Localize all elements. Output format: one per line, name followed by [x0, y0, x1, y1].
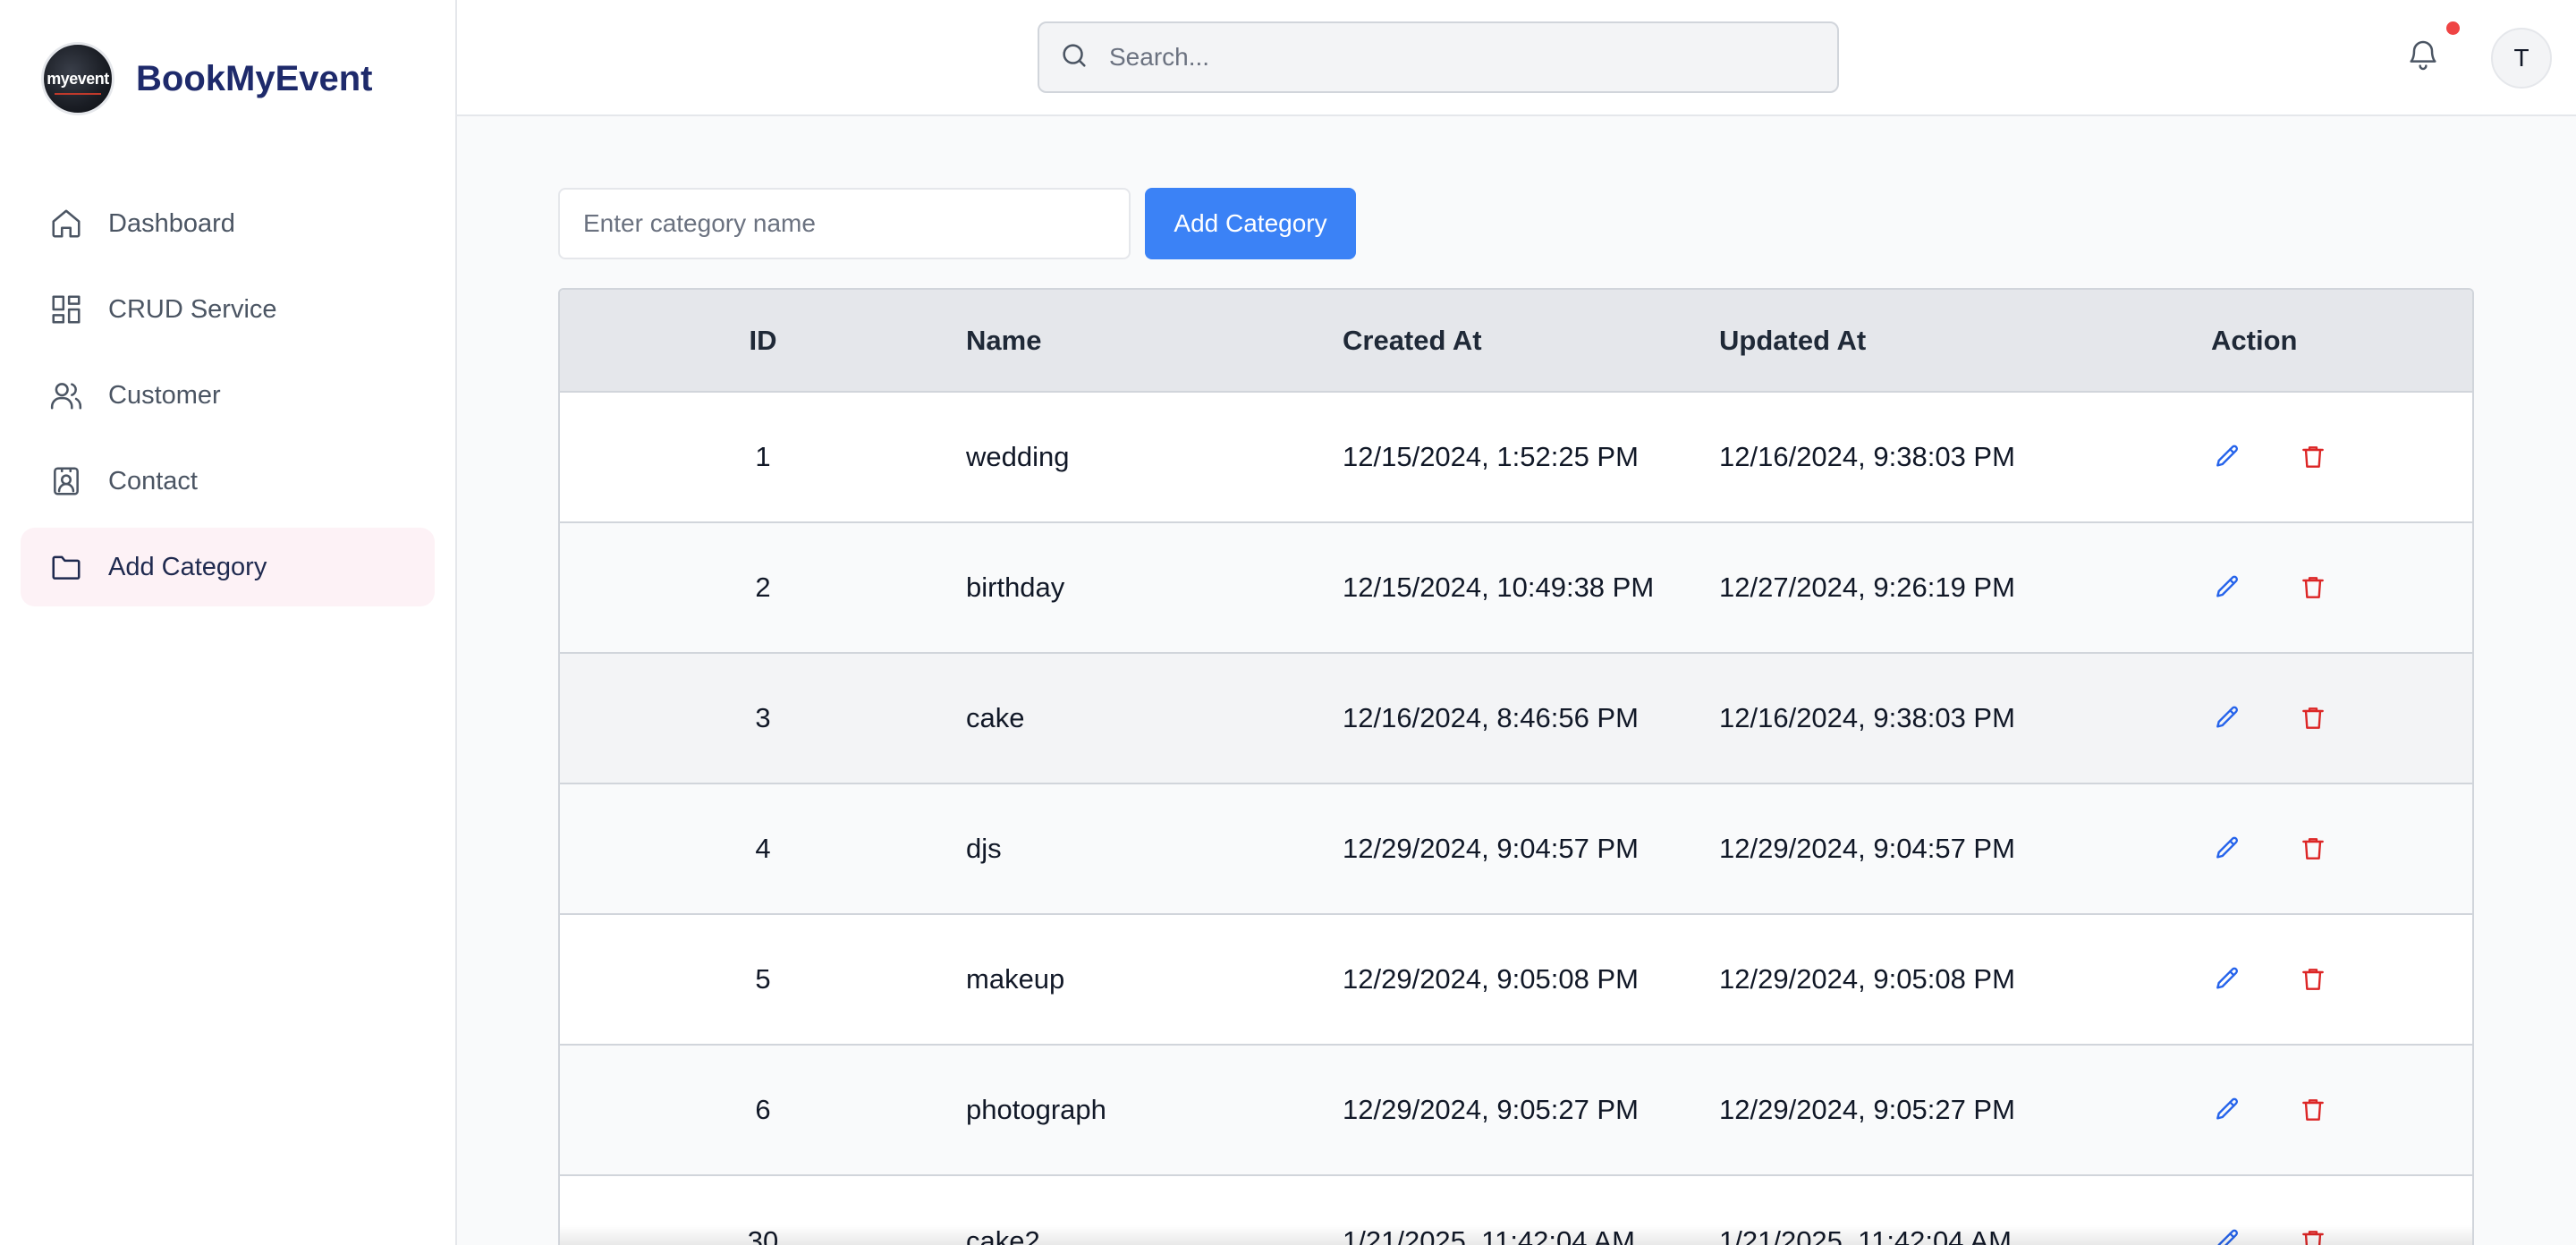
cell-id: 3: [755, 702, 771, 733]
cell-created-at: 12/15/2024, 1:52:25 PM: [1343, 441, 1639, 472]
cell-action: [2170, 653, 2472, 783]
cell-updated-at: 12/29/2024, 9:05:08 PM: [1719, 963, 2015, 995]
cell-created-at: 12/29/2024, 9:05:27 PM: [1343, 1094, 1639, 1125]
bell-icon[interactable]: [2405, 38, 2445, 77]
table-header-row: ID Name Created At Updated At Action: [560, 290, 2472, 392]
brand-logo: myevent: [41, 42, 114, 115]
table-row: 1 wedding 12/15/2024, 1:52:25 PM 12/16/2024…: [560, 392, 2472, 522]
cell-action: [2170, 522, 2472, 653]
sidebar-item-customer[interactable]: Customer: [21, 356, 435, 435]
sidebar-item-dashboard[interactable]: Dashboard: [21, 184, 435, 263]
sidebar: myevent BookMyEvent Dashboard CRUD Servi…: [0, 0, 457, 1245]
search-icon: [1059, 40, 1089, 75]
folder-icon: [49, 550, 83, 584]
search-box[interactable]: [1038, 21, 1839, 93]
table-row: 30 cake2 1/21/2025, 11:42:04 AM 1/21/2025, …: [560, 1175, 2472, 1245]
column-header-id: ID: [749, 324, 777, 356]
cell-updated-at: 12/16/2024, 9:38:03 PM: [1719, 702, 2015, 733]
cell-name: makeup: [966, 963, 1065, 995]
cell-created-at: 1/21/2025, 11:42:04 AM: [1343, 1224, 1635, 1245]
contact-card-icon: [49, 464, 83, 498]
edit-icon[interactable]: [2211, 572, 2243, 604]
brand-name: BookMyEvent: [136, 58, 373, 98]
edit-icon[interactable]: [2211, 1094, 2243, 1126]
cell-id: 30: [747, 1224, 779, 1245]
notification-dot: [2446, 21, 2460, 35]
cell-name: djs: [966, 833, 1002, 864]
cell-created-at: 12/15/2024, 10:49:38 PM: [1343, 572, 1655, 603]
grid-icon: [49, 292, 83, 326]
cell-created-at: 12/16/2024, 8:46:56 PM: [1343, 702, 1639, 733]
top-header: T: [457, 0, 2576, 116]
sidebar-item-label: Add Category: [108, 552, 267, 581]
cell-updated-at: 12/16/2024, 9:38:03 PM: [1719, 441, 2015, 472]
column-header-updated-at: Updated At: [1719, 324, 1867, 356]
cell-created-at: 12/29/2024, 9:04:57 PM: [1343, 833, 1639, 864]
trash-icon[interactable]: [2297, 702, 2329, 734]
sidebar-item-crud-service[interactable]: CRUD Service: [21, 270, 435, 349]
cell-updated-at: 1/21/2025, 11:42:04 AM: [1719, 1224, 2012, 1245]
table-row: 2 birthday 12/15/2024, 10:49:38 PM 12/27/20…: [560, 522, 2472, 653]
trash-icon[interactable]: [2297, 963, 2329, 995]
cell-id: 5: [755, 963, 771, 995]
avatar[interactable]: T: [2491, 28, 2552, 89]
edit-icon[interactable]: [2211, 833, 2243, 865]
cell-id: 6: [755, 1094, 771, 1125]
logo-underline: [55, 93, 101, 95]
trash-icon[interactable]: [2297, 1094, 2329, 1126]
cell-name: wedding: [966, 441, 1070, 472]
trash-icon[interactable]: [2297, 833, 2329, 865]
trash-icon[interactable]: [2297, 572, 2329, 604]
cell-action: [2170, 1175, 2472, 1245]
cell-name: cake: [966, 702, 1025, 733]
cell-updated-at: 12/29/2024, 9:05:27 PM: [1719, 1094, 2015, 1125]
cell-name: cake2: [966, 1224, 1040, 1245]
cell-updated-at: 12/27/2024, 9:26:19 PM: [1719, 572, 2015, 603]
edit-icon[interactable]: [2211, 1225, 2243, 1245]
sidebar-item-label: CRUD Service: [108, 294, 277, 324]
category-table: ID Name Created At Updated At Action 1 we…: [558, 288, 2474, 1245]
add-category-button[interactable]: Add Category: [1145, 188, 1356, 259]
trash-icon[interactable]: [2297, 1225, 2329, 1245]
table-row: 6 photograph 12/29/2024, 9:05:27 PM 12/29/2…: [560, 1045, 2472, 1175]
sidebar-item-label: Contact: [108, 466, 198, 495]
table-row: 5 makeup 12/29/2024, 9:05:08 PM 12/29/2024,…: [560, 914, 2472, 1045]
sidebar-item-add-category[interactable]: Add Category: [21, 528, 435, 606]
cell-action: [2170, 1045, 2472, 1175]
column-header-created-at: Created At: [1343, 324, 1482, 356]
logo-text: myevent: [47, 69, 109, 88]
cell-action: [2170, 783, 2472, 914]
cell-updated-at: 12/29/2024, 9:04:57 PM: [1719, 833, 2015, 864]
cell-name: birthday: [966, 572, 1065, 603]
search-input[interactable]: [1109, 43, 1825, 72]
trash-icon[interactable]: [2297, 441, 2329, 473]
brand[interactable]: myevent BookMyEvent: [41, 41, 373, 116]
cell-id: 2: [755, 572, 771, 603]
table-row: 4 djs 12/29/2024, 9:04:57 PM 12/29/2024, 9:…: [560, 783, 2472, 914]
cell-id: 1: [755, 441, 771, 472]
table-row: 3 cake 12/16/2024, 8:46:56 PM 12/16/2024, 9…: [560, 653, 2472, 783]
cell-action: [2170, 914, 2472, 1045]
sidebar-item-contact[interactable]: Contact: [21, 442, 435, 521]
cell-id: 4: [755, 833, 771, 864]
home-icon: [49, 207, 83, 241]
cell-action: [2170, 392, 2472, 522]
edit-icon[interactable]: [2211, 702, 2243, 734]
edit-icon[interactable]: [2211, 963, 2243, 995]
add-category-form: Add Category: [558, 188, 1356, 259]
cell-name: photograph: [966, 1094, 1106, 1125]
sidebar-item-label: Customer: [108, 380, 221, 410]
cell-created-at: 12/29/2024, 9:05:08 PM: [1343, 963, 1639, 995]
users-icon: [49, 378, 83, 412]
category-name-input[interactable]: [558, 188, 1131, 259]
sidebar-nav: Dashboard CRUD Service Customer Contact …: [21, 184, 435, 614]
column-header-action: Action: [2211, 324, 2298, 356]
sidebar-item-label: Dashboard: [108, 208, 235, 238]
edit-icon[interactable]: [2211, 441, 2243, 473]
column-header-name: Name: [966, 324, 1042, 356]
